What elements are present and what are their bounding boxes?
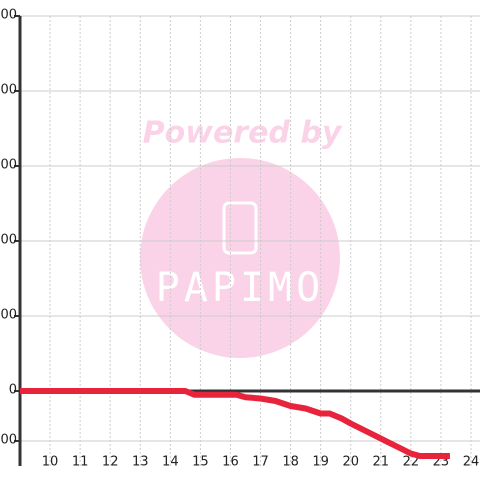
y-tick-label: 0 [9, 383, 17, 398]
x-tick-label: 20 [342, 455, 359, 470]
y-tick-label: 60,000 [0, 233, 17, 248]
y-tick-label: 150,000 [0, 8, 17, 23]
watermark-text: Powered by [143, 116, 343, 151]
x-tick-label: 18 [282, 455, 299, 470]
y-tick-label: 120,000 [0, 83, 17, 98]
x-tick-label: 13 [132, 455, 149, 470]
line [20, 388, 450, 459]
x-tick-label: 17 [252, 455, 269, 470]
x-tick-label: 11 [72, 455, 89, 470]
x-tick-label: 21 [373, 455, 390, 470]
y-tick-label: -20,000 [0, 433, 17, 448]
watermark-icon [222, 201, 258, 255]
x-tick-label: 15 [192, 455, 209, 470]
x-tick-label: 10 [42, 455, 59, 470]
y-tick-label: 90,000 [0, 158, 17, 173]
x-tick-label: 19 [312, 455, 329, 470]
watermark-logo: PAPIMO [156, 265, 325, 311]
y-tick-label: 30,000 [0, 308, 17, 323]
x-tick-label: 12 [102, 455, 119, 470]
x-tick-label: 14 [162, 455, 179, 470]
x-tick-label: 22 [403, 455, 420, 470]
watermark-circle [140, 158, 340, 358]
x-tick-label: 24 [463, 455, 480, 470]
x-tick-label: 16 [222, 455, 239, 470]
